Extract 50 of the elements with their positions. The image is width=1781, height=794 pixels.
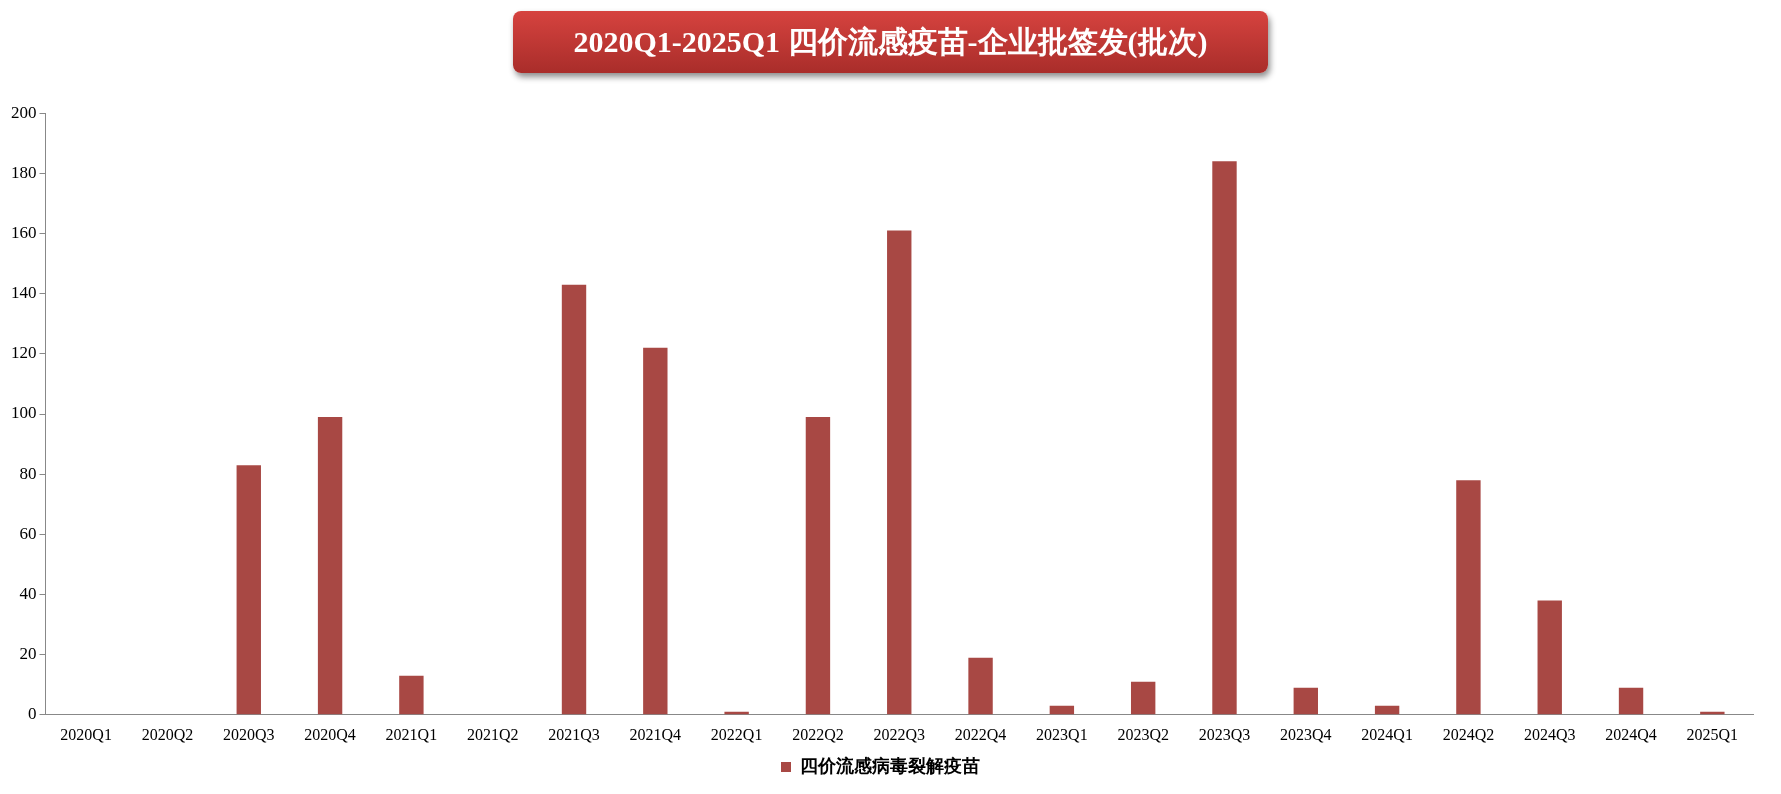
- y-tick-label: 180: [11, 162, 37, 182]
- x-tick-label: 2024Q4: [1605, 725, 1657, 743]
- y-tick-label: 160: [11, 222, 37, 242]
- x-tick-label: 2024Q3: [1523, 725, 1576, 743]
- bar: [887, 230, 912, 715]
- chart-title: 2020Q1-2025Q1 四价流感疫苗-企业批签发(批次): [513, 11, 1268, 73]
- bar: [317, 417, 343, 715]
- x-tick-label: 2023Q3: [1198, 725, 1251, 743]
- x-tick-label: 2020Q1: [60, 725, 112, 743]
- bar: [1293, 687, 1318, 715]
- bar: [1374, 705, 1400, 715]
- bar: [643, 347, 668, 715]
- y-tick-label: 140: [11, 283, 37, 303]
- bar: [1212, 161, 1237, 715]
- legend-label: 四价流感病毒裂解疫苗: [800, 755, 980, 776]
- bar: [1130, 681, 1156, 715]
- x-tick-label: 2024Q1: [1361, 725, 1413, 743]
- bar: [236, 465, 261, 715]
- x-tick-label: 2020Q3: [222, 725, 275, 743]
- y-tick-label: 0: [28, 704, 37, 724]
- bar: [1618, 687, 1644, 715]
- x-tick-label: 2024Q2: [1442, 725, 1495, 743]
- x-tick-label: 2023Q2: [1117, 725, 1169, 743]
- y-tick-label: 120: [11, 343, 37, 363]
- y-tick-label: 200: [11, 102, 37, 122]
- x-tick-label: 2025Q1: [1686, 725, 1739, 743]
- x-tick-label: 2022Q1: [710, 725, 763, 743]
- bar: [1537, 600, 1562, 715]
- x-tick-label: 2021Q3: [548, 725, 600, 743]
- x-tick-label: 2023Q4: [1280, 725, 1332, 743]
- bar: [968, 657, 993, 715]
- x-tick-label: 2021Q4: [629, 725, 682, 743]
- x-tick-label: 2022Q3: [873, 725, 926, 743]
- y-tick-label: 100: [11, 403, 37, 423]
- y-tick-label: 80: [19, 463, 37, 483]
- bar: [1456, 480, 1481, 715]
- bar: [1049, 705, 1075, 715]
- x-tick-label: 2022Q4: [954, 725, 1007, 743]
- y-tick-label: 60: [19, 523, 37, 543]
- bar: [399, 675, 424, 715]
- bar: [805, 417, 831, 715]
- x-tick-label: 2020Q4: [304, 725, 356, 743]
- x-tick-label: 2020Q2: [141, 725, 194, 743]
- x-tick-label: 2021Q1: [385, 725, 438, 743]
- x-tick-label: 2022Q2: [792, 725, 844, 743]
- y-tick-label: 20: [19, 644, 37, 664]
- y-tick-label: 40: [19, 583, 37, 603]
- x-tick-label: 2021Q2: [466, 725, 519, 743]
- x-tick-label: 2023Q1: [1036, 725, 1088, 743]
- bar: [561, 284, 587, 715]
